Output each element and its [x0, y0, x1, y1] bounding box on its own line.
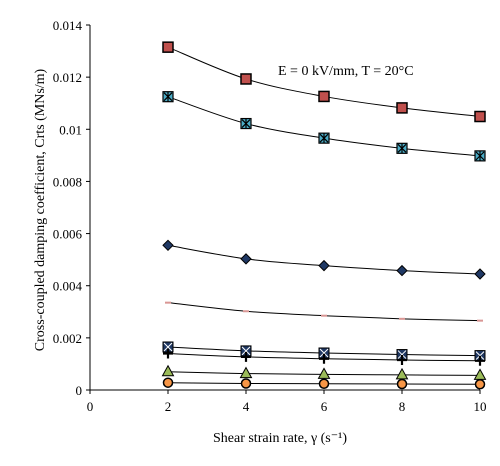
series-line	[167, 302, 481, 322]
series-4	[165, 301, 483, 322]
series-2	[162, 91, 486, 162]
x-tick-label: 8	[399, 399, 406, 414]
x-tick-label: 10	[474, 399, 487, 414]
y-axis-label: Cross-coupled damping coefficient, Crts …	[33, 68, 48, 351]
data-point-circle	[474, 379, 486, 390]
x-tick-label: 4	[243, 399, 250, 414]
data-point-square	[240, 73, 252, 85]
y-tick-label: 0.002	[53, 331, 82, 346]
series-layer	[161, 41, 487, 390]
data-point-square	[162, 41, 174, 53]
data-point-plus	[163, 348, 173, 359]
data-point-triangle	[473, 368, 487, 380]
x-tick-label: 0	[87, 399, 94, 414]
y-tick-label: 0.012	[53, 70, 82, 85]
series-5	[162, 341, 486, 362]
data-point-square	[396, 102, 408, 114]
series-8	[162, 377, 486, 390]
series-line	[167, 96, 481, 157]
data-point-triangle	[161, 364, 175, 377]
data-point-triangle	[395, 367, 409, 380]
y-tick-label: 0.008	[53, 174, 82, 189]
series-1	[162, 41, 486, 123]
data-point-circle	[162, 377, 174, 388]
data-point-cross-glyph	[241, 346, 251, 356]
data-point-circle	[396, 378, 408, 390]
x-tick-label: 6	[321, 399, 328, 414]
data-point-diamond	[162, 239, 174, 252]
y-tick-label: 0.004	[53, 279, 83, 294]
data-point-circle	[240, 378, 252, 389]
data-point-star-glyph	[475, 150, 485, 161]
data-point-star-glyph	[241, 118, 251, 129]
data-point-plus	[319, 353, 329, 364]
series-6	[163, 348, 485, 366]
data-point-plus	[475, 355, 485, 366]
data-point-triangle	[317, 367, 331, 379]
data-point-diamond	[240, 253, 252, 265]
series-line	[167, 46, 481, 118]
axes	[89, 25, 480, 391]
series-7	[161, 364, 487, 380]
data-point-cross-glyph	[163, 342, 173, 352]
data-point-square	[474, 110, 486, 123]
data-point-circle	[318, 378, 330, 389]
data-point-diamond	[396, 264, 408, 277]
data-point-star-glyph	[319, 133, 329, 144]
data-point-cross-glyph	[319, 348, 329, 358]
data-point-star-glyph	[163, 91, 173, 102]
y-tick-label: 0	[76, 383, 83, 398]
data-point-square	[318, 90, 330, 103]
data-point-cross-glyph	[397, 350, 407, 359]
tick-labels: 0 2 4 6 8 10 0 0.002 0.004 0.006 0.008 0.01 0.012 0.0…	[53, 18, 487, 414]
data-point-star-glyph	[397, 143, 407, 154]
data-point-plus	[397, 355, 407, 366]
y-tick-label: 0.014	[53, 18, 83, 33]
x-axis-label: Shear strain rate, γ (s⁻¹)	[213, 431, 347, 446]
data-point-plus	[241, 351, 251, 362]
y-tick-label: 0.006	[53, 227, 83, 242]
data-point-cross-glyph	[475, 351, 485, 360]
y-tick-label: 0.01	[59, 122, 82, 137]
x-tick-label: 2	[165, 399, 172, 414]
chart-annotation: E = 0 kV/mm, T = 20°C	[278, 64, 414, 79]
data-point-triangle	[239, 366, 253, 379]
series-3	[162, 239, 486, 280]
data-point-diamond	[318, 259, 330, 272]
data-point-diamond	[474, 268, 486, 280]
